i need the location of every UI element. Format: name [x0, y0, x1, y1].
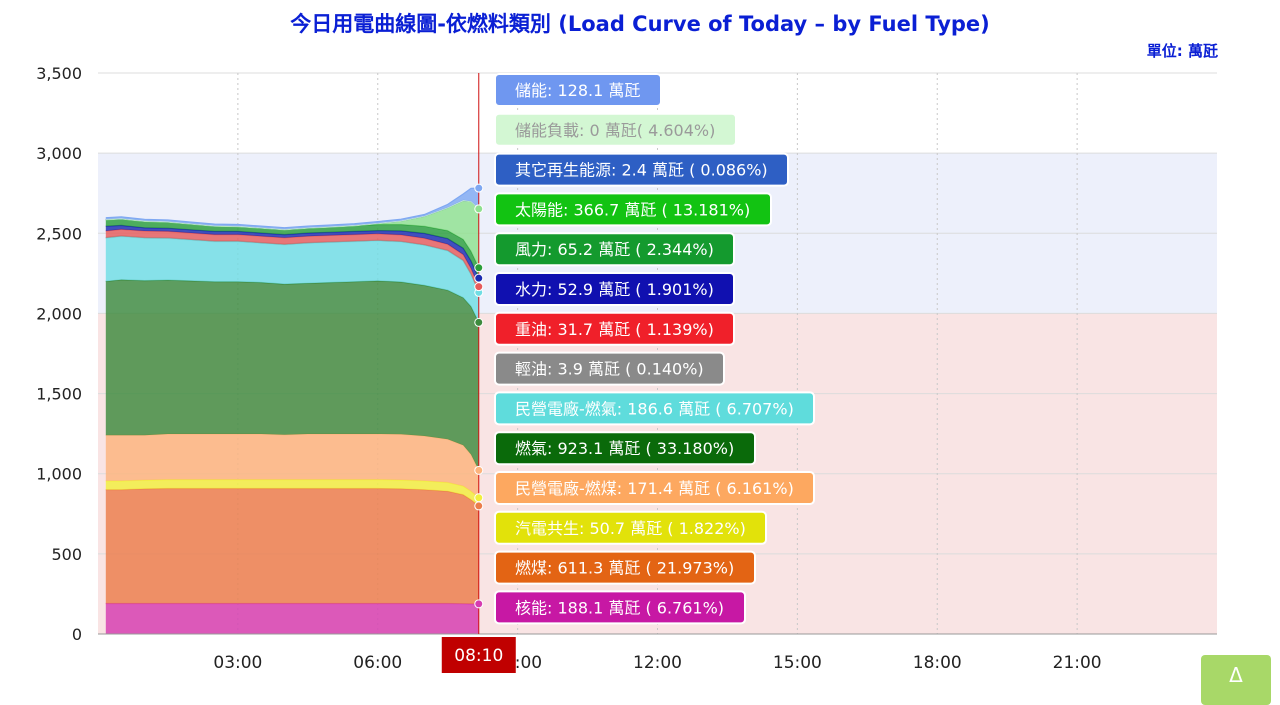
y-tick-label-4: 2,000	[36, 304, 82, 323]
x-tick-label-3: 12:00	[633, 653, 682, 673]
x-tick-label-1: 06:00	[353, 653, 402, 673]
y-tick-label-2: 1,000	[36, 465, 82, 484]
tooltip-item-label-5: 水力: 52.9 萬瓩 ( 1.901%)	[515, 280, 714, 299]
hover-point-13	[475, 184, 483, 192]
tooltip-item-label-6: 重油: 31.7 萬瓩 ( 1.139%)	[515, 320, 714, 339]
y-tick-label-0: 0	[72, 625, 82, 644]
tooltip-item-label-13: 核能: 188.1 萬瓩 ( 6.761%)	[515, 598, 724, 617]
tooltip-item-label-3: 太陽能: 366.7 萬瓩 ( 13.181%)	[515, 200, 750, 219]
hover-point-9	[475, 264, 483, 272]
hover-point-0	[475, 600, 483, 608]
area-0	[106, 604, 479, 635]
crosshair-time-label: 08:10	[454, 646, 503, 666]
tooltip-item-label-8: 民營電廠-燃氣: 186.6 萬瓩 ( 6.707%)	[515, 399, 794, 418]
x-tick-label-6: 21:00	[1053, 653, 1102, 673]
tooltip-item-label-9: 燃氣: 923.1 萬瓩 ( 33.180%)	[515, 439, 734, 458]
y-tick-label-5: 2,500	[36, 224, 82, 243]
hover-point-4	[475, 318, 483, 326]
tooltip-item-label-1: 儲能負載: 0 萬瓩( 4.604%)	[515, 121, 715, 140]
x-tick-label-4: 15:00	[773, 653, 822, 673]
tooltip-item-label-11: 汽電共生: 50.7 萬瓩 ( 1.822%)	[515, 519, 746, 538]
tooltip-item-label-10: 民營電廠-燃煤: 171.4 萬瓩 ( 6.161%)	[515, 479, 794, 498]
tooltip-item-label-2: 其它再生能源: 2.4 萬瓩 ( 0.086%)	[515, 161, 768, 180]
y-tick-label-3: 1,500	[36, 385, 82, 404]
hover-point-1	[475, 502, 483, 510]
hover-point-7	[475, 283, 483, 291]
tooltip-item-label-0: 儲能: 128.1 萬瓩	[515, 81, 640, 100]
x-tick-label-0: 03:00	[213, 653, 262, 673]
hover-point-3	[475, 466, 483, 474]
y-tick-label-1: 500	[51, 545, 82, 564]
hover-point-8	[475, 274, 483, 282]
tooltip-item-label-12: 燃煤: 611.3 萬瓩 ( 21.973%)	[515, 559, 734, 578]
y-tick-label-6: 3,000	[36, 144, 82, 163]
x-tick-label-5: 18:00	[913, 653, 962, 673]
tooltip-item-label-7: 輕油: 3.9 萬瓩 ( 0.140%)	[515, 360, 704, 379]
hover-point-10	[475, 205, 483, 213]
y-tick-label-7: 3,500	[36, 64, 82, 83]
area-1	[106, 489, 479, 604]
tooltip-item-label-4: 風力: 65.2 萬瓩 ( 2.344%)	[515, 240, 714, 259]
hover-point-2	[475, 494, 483, 502]
area-series	[106, 188, 479, 634]
